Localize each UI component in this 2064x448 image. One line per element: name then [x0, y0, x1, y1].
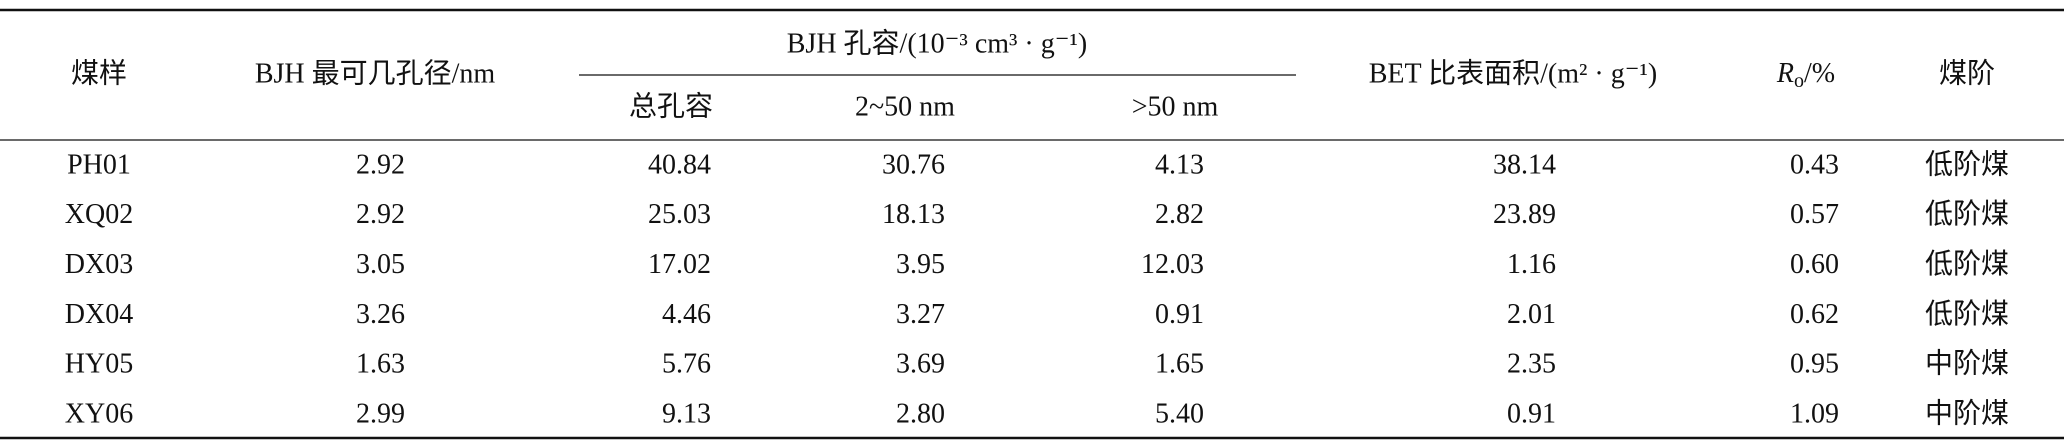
cell: 3.69 [896, 349, 945, 380]
cell: 1.09 [1790, 398, 1839, 429]
cell: 2.92 [356, 199, 405, 230]
cell: 2.82 [1155, 199, 1204, 230]
cell: 低阶煤 [1925, 198, 2009, 230]
header-cell: Ro/% [1776, 58, 1835, 91]
cell: 4.46 [662, 299, 711, 330]
cell: 3.05 [356, 249, 405, 280]
ro-subscript: o [1794, 70, 1804, 92]
cell: 2.99 [356, 398, 405, 429]
cell: 5.40 [1155, 398, 1204, 429]
cell: 0.91 [1507, 398, 1556, 429]
cell: 12.03 [1141, 249, 1204, 280]
cell: 3.95 [896, 249, 945, 280]
header-cell: BET 比表面积/(m² · g⁻¹) [1369, 57, 1657, 89]
cell: XY06 [65, 398, 133, 429]
header-cell: 总孔容 [629, 90, 713, 122]
cell: 低阶煤 [1925, 298, 2009, 330]
header-cell: BJH 孔容/(10⁻³ cm³ · g⁻¹) [787, 27, 1088, 59]
cell: 0.91 [1155, 299, 1204, 330]
cell: 3.27 [896, 299, 945, 330]
cell: 0.57 [1790, 199, 1839, 230]
header-cell: BJH 最可几孔径/nm [255, 57, 496, 89]
cell: 0.62 [1790, 299, 1839, 330]
cell: 中阶煤 [1925, 348, 2009, 380]
ro-symbol: R [1776, 58, 1794, 89]
cell: 40.84 [648, 149, 711, 180]
cell: 30.76 [882, 149, 945, 180]
cell: 5.76 [662, 349, 711, 380]
cell: 2.80 [896, 398, 945, 429]
cell: 0.43 [1790, 149, 1839, 180]
cell: 17.02 [648, 249, 711, 280]
cell: 23.89 [1493, 199, 1556, 230]
cell: 1.65 [1155, 349, 1204, 380]
cell: 9.13 [662, 398, 711, 429]
cell: 2.92 [356, 149, 405, 180]
cell: 4.13 [1155, 149, 1204, 180]
cell: 38.14 [1493, 149, 1556, 180]
cell: 18.13 [882, 199, 945, 230]
cell: HY05 [65, 349, 133, 380]
header-cell: 2~50 nm [855, 91, 955, 122]
cell: 中阶煤 [1925, 397, 2009, 429]
cell: 2.35 [1507, 349, 1556, 380]
cell: DX04 [65, 299, 133, 330]
cell: 25.03 [648, 199, 711, 230]
cell: DX03 [65, 249, 133, 280]
header-cell: >50 nm [1132, 91, 1219, 122]
cell: 低阶煤 [1925, 248, 2009, 280]
cell: 3.26 [356, 299, 405, 330]
cell: 低阶煤 [1925, 148, 2009, 180]
cell: 0.95 [1790, 349, 1839, 380]
header-cell: 煤样 [71, 57, 127, 89]
cell: 1.16 [1507, 249, 1556, 280]
header-cell: 煤阶 [1939, 57, 1995, 89]
cell: 0.60 [1790, 249, 1839, 280]
cell: 2.01 [1507, 299, 1556, 330]
cell: PH01 [67, 149, 131, 180]
ro-unit: /% [1804, 58, 1835, 89]
cell: 1.63 [356, 349, 405, 380]
cell: XQ02 [65, 199, 133, 230]
